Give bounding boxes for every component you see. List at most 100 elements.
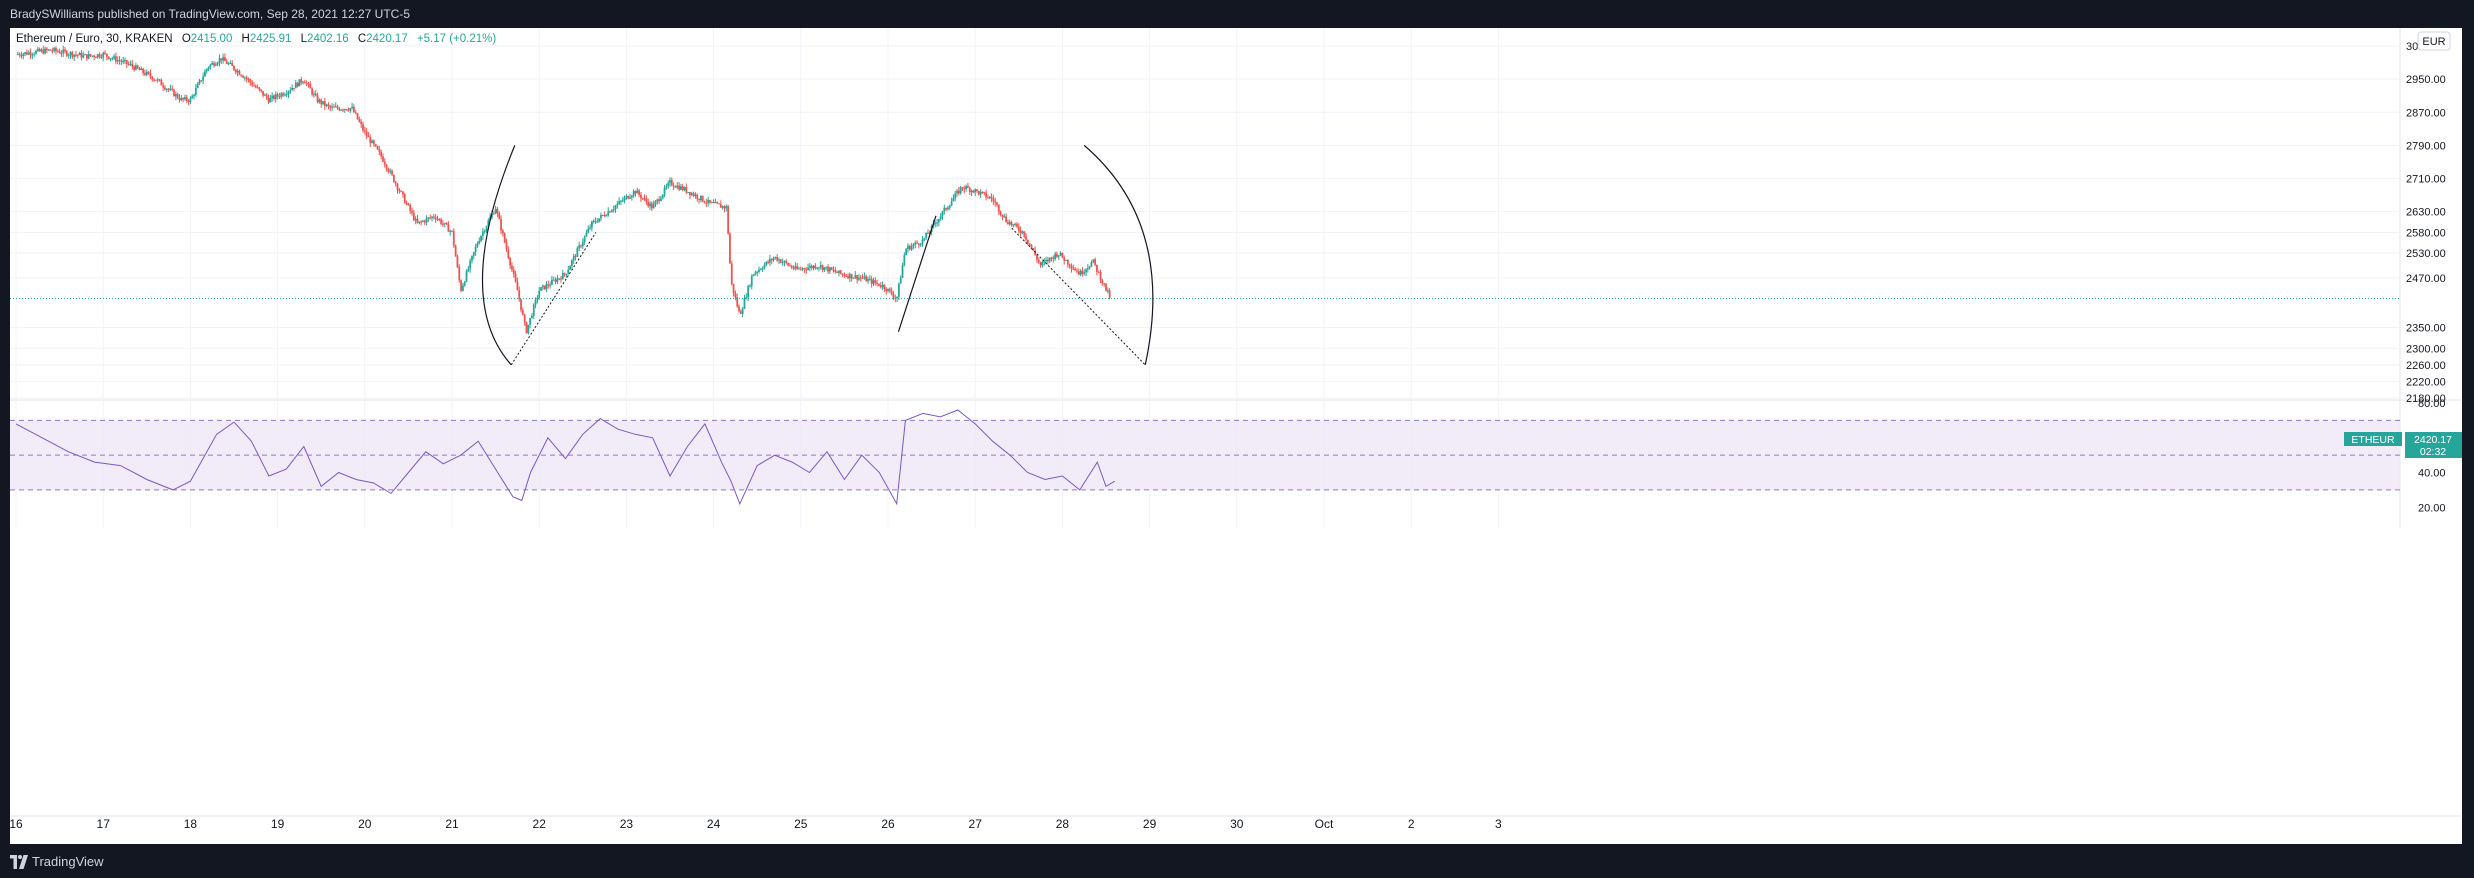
candle-body bbox=[603, 214, 606, 216]
candle-body bbox=[560, 278, 562, 280]
candle-body bbox=[1106, 290, 1109, 292]
candle-body bbox=[752, 274, 755, 277]
candle-body bbox=[233, 65, 235, 70]
candle-body bbox=[274, 94, 277, 99]
candle-body bbox=[31, 54, 34, 56]
chart-svg[interactable]: 2180.002220.002260.002300.002350.002470.… bbox=[9, 28, 2462, 844]
candle-body bbox=[696, 194, 699, 199]
candle-body bbox=[683, 187, 686, 191]
candle-body bbox=[300, 79, 303, 83]
candle-body bbox=[541, 285, 544, 288]
candle-body bbox=[396, 183, 399, 190]
candle-body bbox=[267, 97, 270, 103]
candle-body bbox=[236, 70, 239, 73]
candle-body bbox=[1092, 259, 1095, 263]
candle-body bbox=[162, 85, 165, 88]
candle-body bbox=[334, 106, 337, 108]
candle-body bbox=[792, 267, 795, 269]
candle-body bbox=[207, 67, 210, 69]
candle-body bbox=[385, 164, 388, 169]
candle-body bbox=[478, 240, 481, 244]
candle-body bbox=[56, 51, 59, 53]
candle-body bbox=[694, 194, 697, 196]
candle-body bbox=[701, 195, 704, 202]
candle-body bbox=[736, 297, 739, 307]
candle-body bbox=[687, 192, 690, 194]
candle-body bbox=[836, 272, 839, 274]
candle-body bbox=[20, 55, 23, 57]
candle-body bbox=[987, 197, 989, 199]
candle-body bbox=[416, 218, 419, 223]
candle-body bbox=[1083, 272, 1086, 274]
rsi-tick-label: 40.00 bbox=[2418, 468, 2446, 480]
legend-low: 2402.16 bbox=[307, 33, 349, 45]
candle-body bbox=[850, 273, 853, 279]
candle-body bbox=[703, 201, 706, 203]
candle-body bbox=[901, 265, 904, 278]
candle-body bbox=[273, 95, 275, 99]
candle-body bbox=[298, 79, 301, 87]
candle-body bbox=[1086, 268, 1089, 270]
candle-body bbox=[1001, 214, 1004, 217]
candle-body bbox=[147, 71, 150, 74]
trendline-down-right bbox=[1011, 227, 1146, 366]
candle-body bbox=[313, 93, 315, 95]
candle-body bbox=[887, 288, 889, 292]
candle-body bbox=[1076, 270, 1078, 272]
candle-body bbox=[29, 52, 32, 56]
time-tick-label: 20 bbox=[358, 817, 372, 831]
time-tick-label: 24 bbox=[707, 817, 721, 831]
candle-body bbox=[125, 60, 128, 64]
candle-body bbox=[743, 298, 746, 309]
candle-body bbox=[327, 104, 330, 107]
candle-body bbox=[547, 284, 550, 286]
candle-body bbox=[309, 84, 312, 89]
candle-body bbox=[391, 170, 393, 175]
candle-body bbox=[543, 285, 546, 290]
candle-body bbox=[649, 203, 651, 207]
rsi-band bbox=[10, 419, 2400, 491]
candle-body bbox=[663, 187, 666, 195]
footer: TradingView bbox=[0, 846, 2474, 878]
candle-body bbox=[538, 290, 541, 298]
candle-body bbox=[540, 287, 542, 291]
candle-body bbox=[572, 256, 575, 261]
candle-body bbox=[75, 54, 77, 56]
axis-layer: 2180.002220.002260.002300.002350.002470.… bbox=[9, 41, 2462, 831]
candle-body bbox=[422, 220, 424, 222]
candle-body bbox=[858, 277, 860, 280]
candle-body bbox=[509, 257, 512, 266]
candle-body bbox=[265, 94, 268, 98]
candle-body bbox=[1072, 268, 1075, 270]
candle-body bbox=[144, 72, 146, 75]
candle-body bbox=[1088, 266, 1091, 269]
candle-body bbox=[164, 87, 166, 90]
candle-body bbox=[35, 50, 37, 54]
candle-body bbox=[116, 60, 119, 62]
candle-body bbox=[127, 63, 130, 65]
candle-body bbox=[314, 93, 317, 96]
candle-body bbox=[512, 269, 515, 275]
candle-body bbox=[405, 203, 408, 205]
candle-body bbox=[240, 74, 243, 76]
currency-button[interactable]: EUR bbox=[2417, 31, 2451, 51]
price-tick-label: 2790.00 bbox=[2406, 140, 2446, 152]
candle-body bbox=[38, 48, 41, 52]
tradingview-logo-icon[interactable] bbox=[10, 855, 28, 869]
legend-high-label: H bbox=[242, 33, 250, 45]
candle-body bbox=[767, 261, 769, 263]
candle-body bbox=[854, 275, 857, 278]
candle-body bbox=[333, 106, 335, 108]
candle-body bbox=[60, 53, 63, 55]
candle-body bbox=[73, 54, 76, 57]
chart-panel[interactable]: 2180.00 2220.00 2260.00 2300.00 2350.00 2470.… bbox=[9, 28, 2462, 844]
candle-body bbox=[749, 285, 751, 287]
candle-body bbox=[200, 80, 203, 82]
candle-body bbox=[382, 156, 384, 162]
candle-body bbox=[965, 186, 968, 190]
candle-body bbox=[632, 191, 635, 196]
candle-body bbox=[761, 268, 764, 270]
candle-body bbox=[598, 218, 601, 222]
candle-body bbox=[707, 199, 710, 203]
candle-body bbox=[1097, 271, 1100, 273]
